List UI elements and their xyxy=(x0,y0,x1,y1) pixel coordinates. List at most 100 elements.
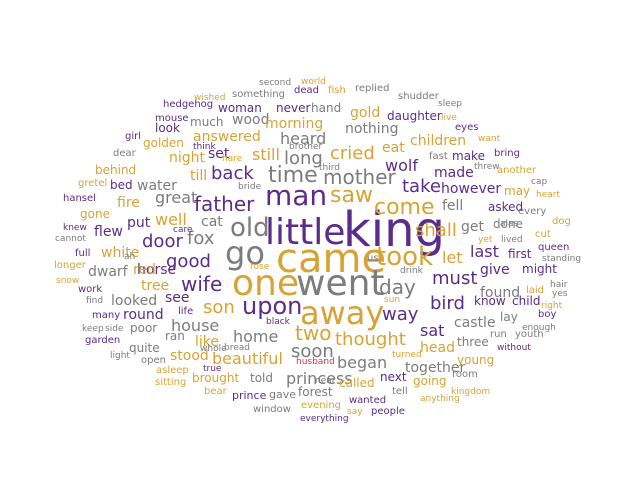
word-day: day xyxy=(379,274,416,299)
word-dwarf: dwarf xyxy=(88,263,128,280)
word-enough: enough xyxy=(522,322,556,333)
word-second: second xyxy=(259,77,292,88)
word-next: next xyxy=(380,370,407,385)
word-eat: eat xyxy=(382,139,405,156)
word-way: way xyxy=(382,304,419,326)
word-queen: queen xyxy=(538,241,570,253)
word-look: look xyxy=(155,121,180,136)
word-head: head xyxy=(420,339,455,356)
word-daughter: daughter xyxy=(387,109,442,124)
word-took: took xyxy=(376,241,434,272)
word-however: however xyxy=(441,180,502,197)
word-everything: everything xyxy=(300,413,349,424)
word-full: full xyxy=(75,247,91,259)
word-king: king xyxy=(343,201,446,258)
word-bring: bring xyxy=(494,147,520,159)
word-heard: heard xyxy=(280,128,327,148)
word-father: father xyxy=(194,191,255,216)
word-husband: husband xyxy=(296,356,335,367)
word-fish: fish xyxy=(328,84,346,96)
word-open: open xyxy=(141,354,166,366)
word-answered: answered xyxy=(193,128,261,145)
word-wished: wished xyxy=(194,92,226,103)
word-fast: fast xyxy=(429,150,448,162)
word-princess: princess xyxy=(286,368,353,388)
word-find: find xyxy=(86,295,104,306)
word-dead: dead xyxy=(294,84,319,96)
word-last: last xyxy=(470,241,499,261)
word-lay: lay xyxy=(500,310,518,325)
word-good: good xyxy=(166,251,211,273)
word-fell: fell xyxy=(442,197,464,214)
word-old: old xyxy=(230,212,270,243)
word-young: young xyxy=(457,353,495,368)
word-never: never xyxy=(276,101,311,116)
word-may: may xyxy=(504,184,531,199)
word-gone: gone xyxy=(80,207,110,222)
word-behind: behind xyxy=(95,163,137,178)
word-right: right xyxy=(541,300,563,311)
word-yet: yet xyxy=(478,234,493,245)
word-window: window xyxy=(253,403,291,415)
word-hand: hand xyxy=(311,101,342,116)
word-water: water xyxy=(137,177,177,194)
word-boy: boy xyxy=(538,308,557,320)
word-snow: snow xyxy=(56,275,80,286)
word-woman: woman xyxy=(218,101,262,116)
word-cried: cried xyxy=(330,143,375,165)
word-live: live xyxy=(441,112,457,123)
word-prince: prince xyxy=(232,388,267,402)
word-eyes: eyes xyxy=(455,121,479,133)
word-cat: cat xyxy=(201,213,223,230)
word-like: like xyxy=(195,333,220,350)
word-lived: lived xyxy=(501,234,523,245)
word-bed: bed xyxy=(110,178,133,193)
word-wife: wife xyxy=(181,271,223,296)
word-brought: brought xyxy=(192,371,240,386)
word-back: back xyxy=(211,163,254,185)
word-son: son xyxy=(203,297,235,319)
word-golden: golden xyxy=(143,136,184,151)
word-ah: ah xyxy=(124,251,136,262)
word-fox: fox xyxy=(187,228,215,250)
word-soon: soon xyxy=(291,341,334,363)
word-without: without xyxy=(497,342,531,353)
word-came: came xyxy=(276,236,387,283)
word-round: round xyxy=(123,306,164,323)
word-flew: flew xyxy=(94,223,123,240)
word-well: well xyxy=(155,209,187,229)
word-give: give xyxy=(480,261,510,278)
word-light: light xyxy=(110,350,130,361)
word-yes: yes xyxy=(552,288,568,299)
word-put: put xyxy=(127,214,151,231)
word-set: set xyxy=(208,145,230,162)
word-keep: keep xyxy=(82,323,104,334)
word-world: world xyxy=(301,76,326,87)
word-longer: longer xyxy=(54,259,86,271)
word-heart: heart xyxy=(536,189,560,200)
word-two: two xyxy=(295,320,332,345)
word-tell: tell xyxy=(392,385,408,397)
word-shudder: shudder xyxy=(398,90,439,102)
word-great: great xyxy=(155,187,198,207)
word-white: white xyxy=(101,244,140,261)
word-cap: cap xyxy=(531,176,548,187)
word-upon: upon xyxy=(242,292,303,321)
word-care: care xyxy=(173,224,193,235)
word-know: know xyxy=(474,294,506,309)
word-little: little xyxy=(265,212,346,254)
word-hedgehog: hedgehog xyxy=(163,98,214,110)
word-run: run xyxy=(490,328,507,340)
word-drink: drink xyxy=(400,265,423,276)
word-people: people xyxy=(371,405,405,417)
word-replied: replied xyxy=(355,82,390,94)
word-youth: youth xyxy=(515,328,544,340)
word-man: man xyxy=(265,179,328,213)
word-cannot: cannot xyxy=(55,233,86,244)
word-much: much xyxy=(190,115,224,130)
word-dog: dog xyxy=(552,215,571,227)
word-bride: bride xyxy=(238,181,262,192)
word-wood: wood xyxy=(232,111,270,128)
word-home: home xyxy=(233,326,279,346)
